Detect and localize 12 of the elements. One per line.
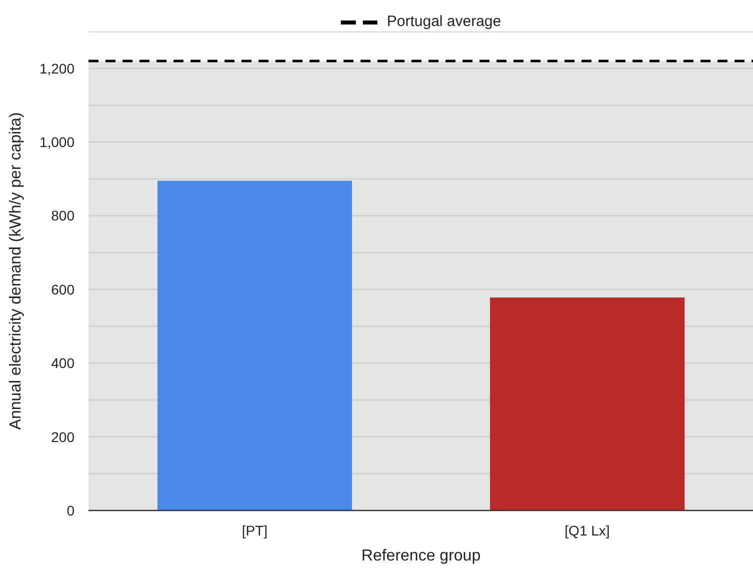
x-tick-label: [PT]	[242, 522, 268, 538]
y-tick-label: 600	[51, 281, 75, 298]
legend-label: Portugal average	[386, 13, 502, 30]
y-tick-label: 1,200	[39, 60, 75, 76]
x-tick-label: [Q1 Lx]	[564, 522, 610, 538]
y-tick-label: 0	[66, 502, 75, 518]
x-axis-title: Reference group	[361, 548, 481, 564]
y-tick-label: 400	[51, 355, 75, 372]
y-tick-label: 200	[51, 428, 75, 445]
y-tick-label: 800	[51, 208, 75, 224]
y-axis-title: Annual electricity demand (kWh/y per capita)	[7, 112, 24, 430]
y-tick-label: 1,000	[39, 134, 75, 150]
